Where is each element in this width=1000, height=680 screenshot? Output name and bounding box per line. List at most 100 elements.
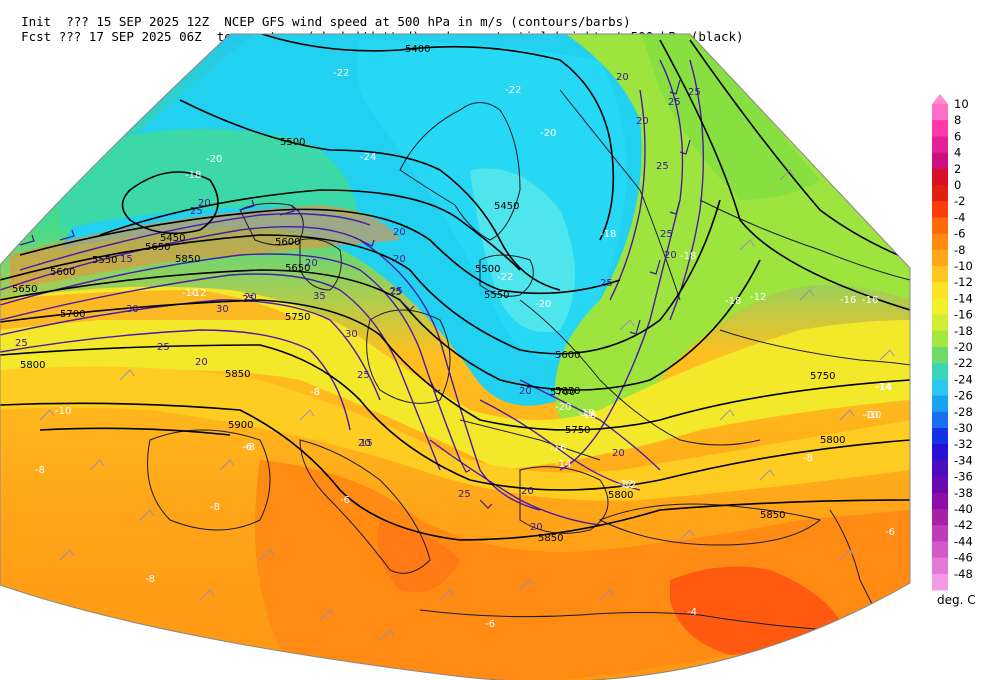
temp-label: -6 bbox=[242, 442, 252, 453]
colorbar-swatch bbox=[932, 363, 948, 380]
colorbar-label: -40 bbox=[954, 502, 973, 516]
colorbar-swatch bbox=[932, 249, 948, 267]
colorbar-swatch bbox=[932, 168, 948, 186]
gph-label: 5900 bbox=[228, 420, 253, 431]
temp-label: -8 bbox=[310, 387, 320, 398]
gph-label: 5700 bbox=[550, 387, 575, 398]
gph-label: 5550 bbox=[484, 290, 509, 301]
height-contours bbox=[0, 34, 910, 541]
colorbar-label: -16 bbox=[954, 308, 973, 322]
gph-label: 5600 bbox=[275, 237, 300, 248]
colorbar-label: -12 bbox=[954, 275, 973, 289]
colorbar-label: -22 bbox=[954, 356, 973, 370]
temperature-colorbar: 10 8 6 4 2 0 -2 -4 -6 -8 -10 -12 -14 -16 -18 -20 -22 -24 -… bbox=[932, 94, 973, 591]
colorbar-label: -46 bbox=[954, 551, 973, 565]
colorbar-label: -2 bbox=[954, 194, 965, 208]
temp-label: -22 bbox=[505, 85, 521, 96]
colorbar-swatch bbox=[932, 266, 948, 283]
temp-label: -20 bbox=[540, 128, 556, 139]
colorbar-swatch bbox=[932, 298, 948, 315]
gph-label: 5500 bbox=[280, 137, 305, 148]
wind-labels: 20 25 20 15 25 30 35 20 25 30 25 30 25 2… bbox=[15, 72, 701, 533]
wind-label: 25 bbox=[458, 489, 471, 500]
temperature-field bbox=[0, 34, 910, 680]
wind-label: 25 bbox=[389, 287, 402, 298]
temp-label: -6 bbox=[885, 527, 895, 538]
temp-label: -18 bbox=[725, 296, 741, 307]
wind-label: 20 bbox=[393, 254, 406, 265]
coastlines bbox=[147, 89, 910, 631]
temp-label: -8 bbox=[210, 502, 220, 513]
colorbar-label: -30 bbox=[954, 421, 973, 435]
gph-label: 5650 bbox=[285, 263, 310, 274]
wind-label: 25 bbox=[157, 342, 170, 353]
colorbar-label: 6 bbox=[954, 129, 961, 143]
temp-label: -10 bbox=[55, 406, 71, 417]
temp-label: -14 bbox=[555, 459, 571, 470]
wind-label: 20 bbox=[358, 438, 371, 449]
wind-label: 20 bbox=[393, 227, 406, 238]
colorbar-swatch bbox=[932, 492, 948, 510]
colorbar-label: -14 bbox=[954, 291, 973, 305]
gph-label: 5500 bbox=[475, 264, 500, 275]
wind-label: 25 bbox=[15, 338, 28, 349]
colorbar-swatch bbox=[932, 217, 948, 234]
colorbar-label: -48 bbox=[954, 567, 973, 581]
wind-label: 35 bbox=[313, 291, 326, 302]
colorbar-swatch bbox=[932, 557, 948, 575]
gph-label: 5600 bbox=[50, 267, 75, 278]
gph-label: 5450 bbox=[494, 201, 519, 212]
wind-label: 25 bbox=[600, 278, 613, 289]
colorbar-swatch bbox=[932, 233, 948, 251]
gph-label: 5800 bbox=[608, 490, 633, 501]
colorbar-label: -10 bbox=[954, 259, 973, 273]
colorbar-label: -18 bbox=[954, 324, 973, 338]
wind-label: 20 bbox=[195, 357, 208, 368]
wind-label: 20 bbox=[530, 522, 543, 533]
colorbar-swatch bbox=[932, 282, 948, 299]
colorbar-swatch bbox=[932, 573, 948, 591]
colorbar-swatch bbox=[932, 509, 948, 526]
wind-label: 30 bbox=[216, 304, 229, 315]
temp-label: -12 bbox=[617, 479, 633, 490]
temp-label: -16 bbox=[840, 295, 856, 306]
wind-label: 30 bbox=[345, 329, 358, 340]
colorbar-swatch bbox=[932, 444, 948, 461]
colorbar-label: 0 bbox=[954, 178, 961, 192]
colorbar-swatch bbox=[932, 411, 948, 429]
jet-barbs bbox=[19, 79, 691, 509]
temp-label: -12 bbox=[620, 480, 636, 491]
temp-label: -6 bbox=[340, 495, 350, 506]
colorbar-swatch bbox=[932, 525, 948, 542]
colorbar-swatch bbox=[932, 379, 948, 396]
temp-label: -20 bbox=[555, 402, 571, 413]
gph-label: 5800 bbox=[820, 435, 845, 446]
temp-label: -22 bbox=[497, 272, 513, 283]
temp-label: -16 bbox=[550, 443, 566, 454]
colorbar-label: -26 bbox=[954, 389, 973, 403]
forecast-time: Fcst ??? 17 SEP 2025 06Z bbox=[21, 29, 202, 44]
wind-label: 25 bbox=[668, 97, 681, 108]
wind-label: 30 bbox=[126, 304, 139, 315]
height-labels: 5400 5500 5450 5450 5550 5600 5650 5700 … bbox=[12, 44, 845, 544]
wind-label: 25 bbox=[660, 229, 673, 240]
temp-label: -16 bbox=[862, 295, 878, 306]
temp-label: -16 bbox=[580, 410, 596, 421]
temp-label: -8 bbox=[803, 453, 813, 464]
gph-label: 5850 bbox=[760, 510, 785, 521]
temp-label: -6 bbox=[485, 619, 495, 630]
gph-label: 5750 bbox=[285, 312, 310, 323]
wind-label: 25 bbox=[357, 370, 370, 381]
temp-label: -18 bbox=[185, 170, 201, 181]
init-time: Init ??? 15 SEP 2025 12Z bbox=[21, 14, 210, 29]
temp-label: -14 bbox=[875, 382, 891, 393]
temp-label: -18 bbox=[600, 229, 616, 240]
temp-label: -22 bbox=[333, 68, 349, 79]
temp-label: -10 bbox=[862, 410, 878, 421]
wind-contours bbox=[0, 59, 705, 526]
map-title-line1: NCEP GFS wind speed at 500 hPa in m/s (c… bbox=[224, 14, 631, 29]
gph-label: 5550 bbox=[92, 255, 117, 266]
colorbar-label: 8 bbox=[954, 113, 961, 127]
map-border bbox=[0, 33, 911, 680]
